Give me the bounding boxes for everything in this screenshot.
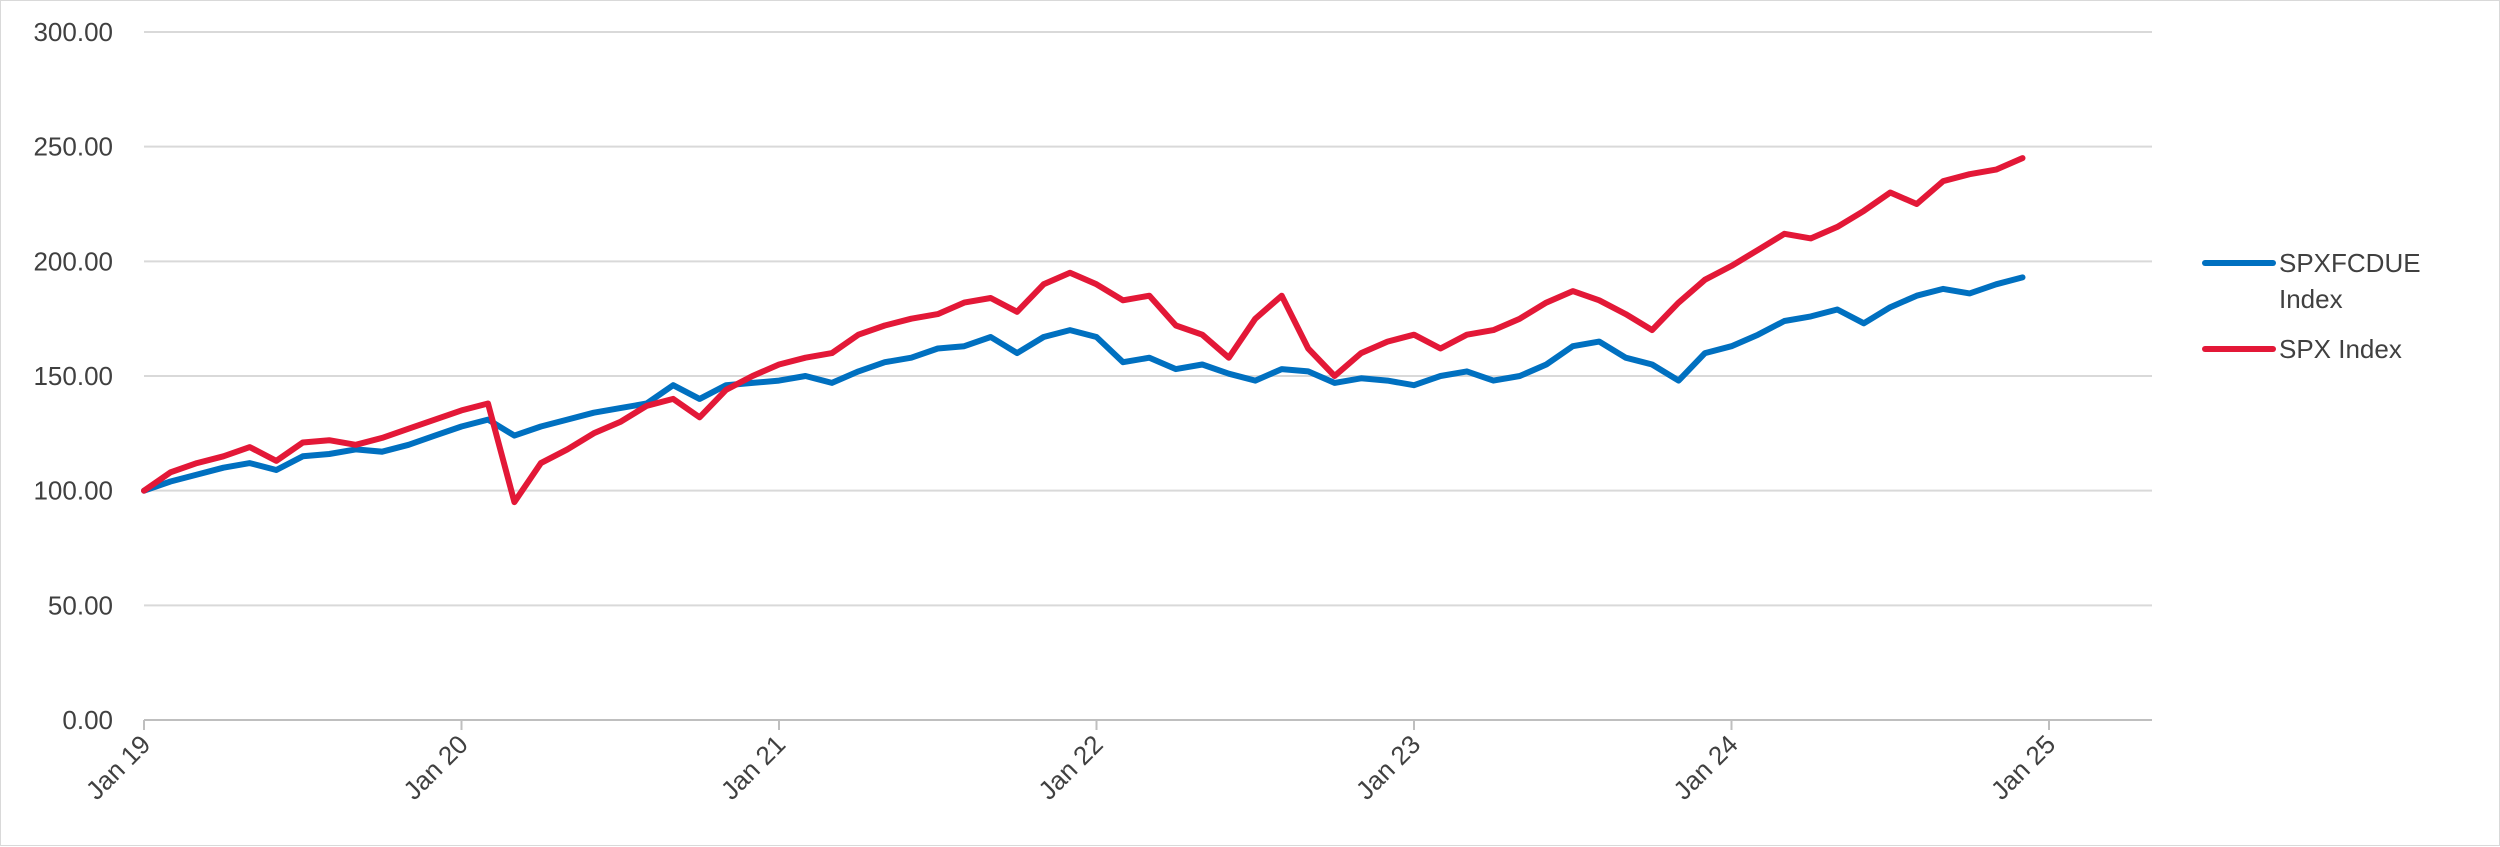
y-tick-label: 50.00 — [48, 590, 113, 620]
x-tick-label: Jan 21 — [715, 729, 791, 805]
x-tick-label: Jan 20 — [397, 729, 473, 805]
y-tick-label: 250.00 — [33, 132, 113, 162]
y-tick-label: 300.00 — [33, 17, 113, 47]
x-axis — [143, 719, 2152, 730]
gridlines — [144, 31, 2152, 721]
series-line-1 — [141, 155, 2026, 506]
series-lines — [141, 155, 2026, 506]
legend-label-1: SPX Index — [2279, 334, 2402, 364]
y-tick-label: 200.00 — [33, 246, 113, 276]
y-tick-label: 150.00 — [33, 361, 113, 391]
y-axis-tick-labels: 0.00 50.00 100.00 150.00 200.00 250.00 300.00 — [33, 17, 113, 735]
y-tick-label: 0.00 — [62, 705, 113, 735]
x-tick-label: Jan 23 — [1350, 729, 1426, 805]
legend-label-0: SPXFCDUE Index — [2279, 248, 2421, 314]
legend: SPXFCDUE Index SPX Index — [2202, 248, 2421, 364]
y-tick-label: 100.00 — [33, 476, 113, 506]
x-tick-label: Jan 22 — [1032, 729, 1108, 805]
x-tick-label: Jan 19 — [80, 729, 156, 805]
series-line-0 — [141, 274, 2026, 494]
x-axis-tick-labels: Jan 19 Jan 20 Jan 21 Jan 22 Jan 23 Jan 24 Jan … — [80, 729, 2061, 805]
x-tick-label: Jan 25 — [1985, 729, 2061, 805]
x-tick-label: Jan 24 — [1667, 729, 1743, 805]
